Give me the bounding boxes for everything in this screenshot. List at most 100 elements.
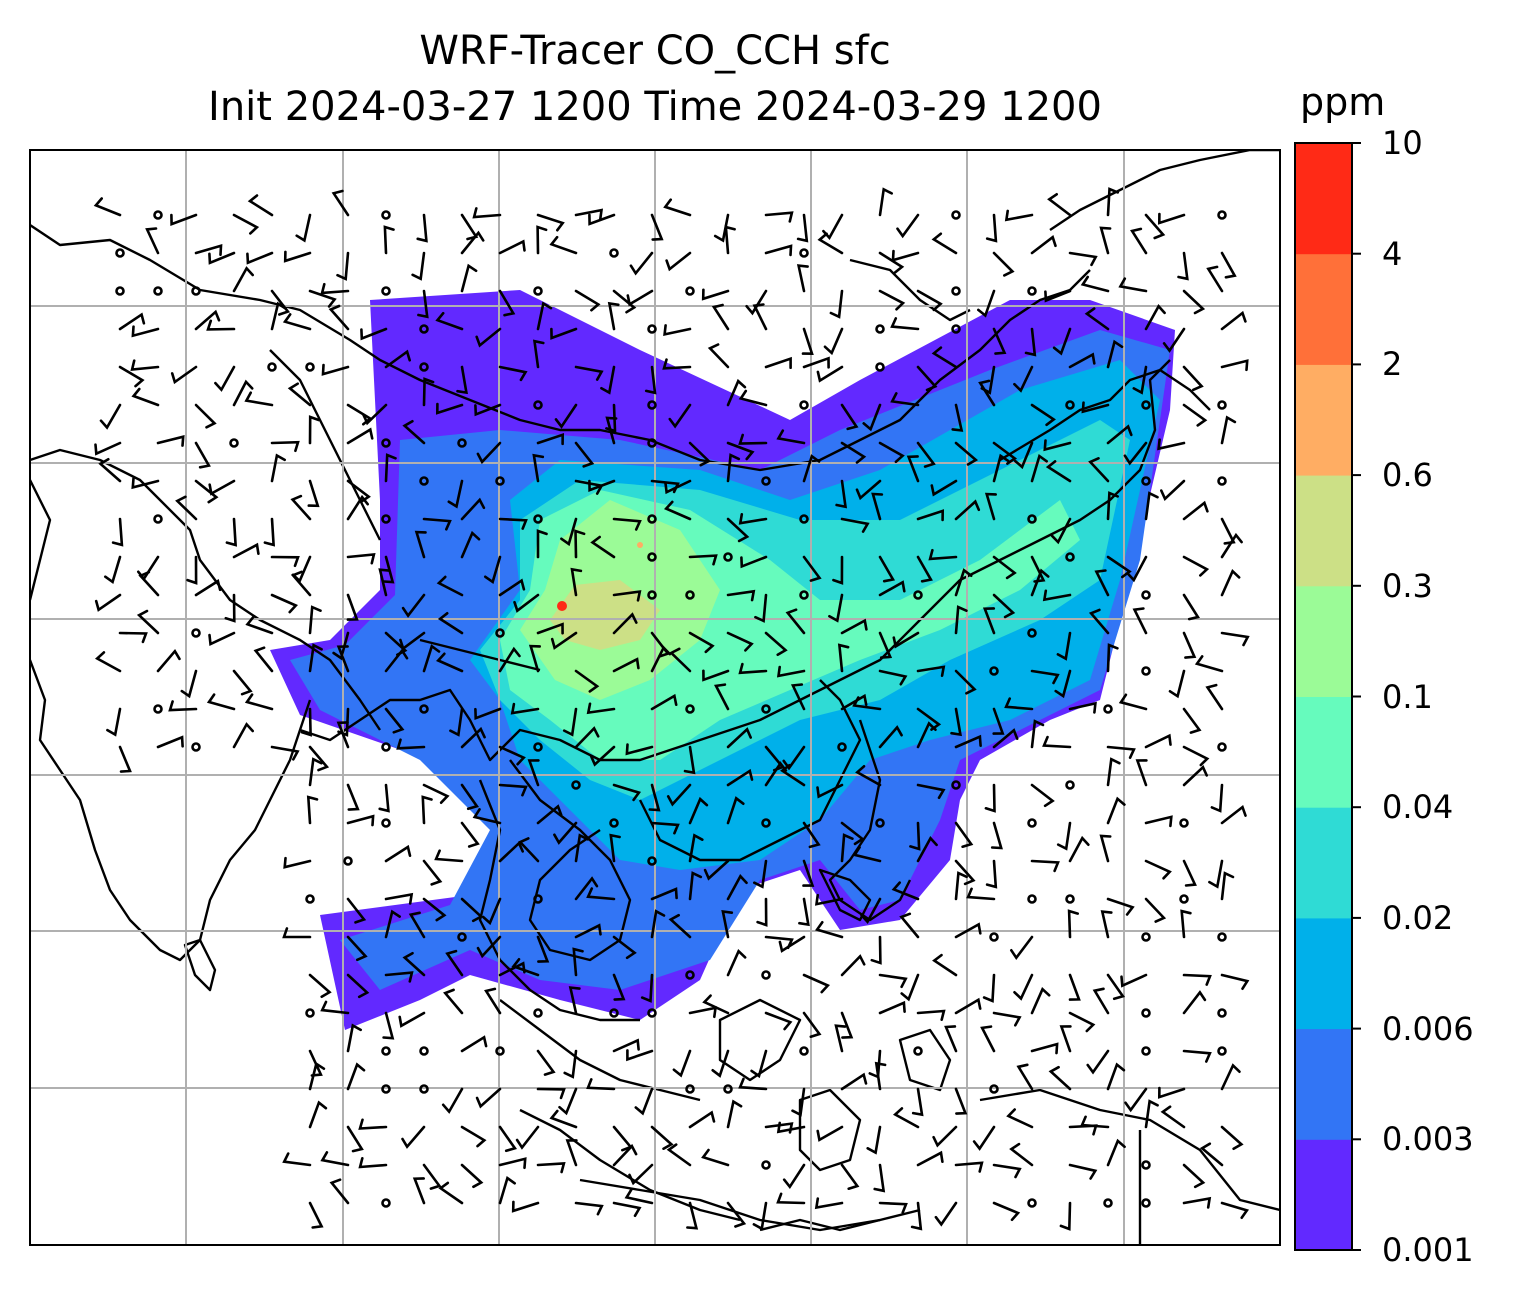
wind-barb (1106, 745, 1136, 759)
wind-barb (985, 213, 998, 243)
calm-wind-circle (153, 286, 163, 296)
wind-barb (1106, 757, 1121, 787)
wind-barb (984, 783, 996, 813)
wind-barb (726, 1201, 747, 1228)
wind-barb (476, 935, 502, 959)
wind-barb (662, 358, 692, 370)
wind-barb (434, 849, 464, 863)
wind-barb (536, 935, 550, 963)
wind-barb (1106, 897, 1135, 916)
calm-wind-circle (875, 362, 885, 372)
calm-wind-circle (609, 248, 619, 258)
wind-barb (980, 1025, 996, 1053)
wind-barb (1052, 327, 1072, 356)
wind-barb (992, 707, 1005, 735)
wind-barb (1056, 631, 1072, 661)
calm-wind-circle (1027, 514, 1037, 524)
wind-barb (558, 1087, 578, 1116)
wind-barb (1088, 457, 1110, 483)
calm-wind-circle (419, 1046, 429, 1056)
wind-barb (1004, 697, 1034, 711)
wind-barb (802, 1011, 822, 1038)
wind-barb (588, 213, 616, 226)
calm-wind-circle (1217, 932, 1227, 942)
calm-wind-circle (1065, 400, 1075, 410)
wind-barb (498, 646, 521, 673)
wind-barb (1042, 735, 1072, 749)
wind-barb (1130, 227, 1148, 255)
wind-barb (612, 289, 637, 314)
wind-barb (911, 1087, 924, 1117)
wind-barb (790, 683, 806, 711)
wind-barb (1182, 1163, 1206, 1189)
wind-barb (396, 738, 426, 750)
wind-barb (1059, 1201, 1072, 1231)
wind-barb (346, 1023, 362, 1053)
wind-barb (232, 669, 253, 696)
wind-barb (916, 441, 936, 468)
wind-barb (816, 783, 844, 799)
calm-wind-circle (609, 818, 619, 828)
wind-barb (1157, 1086, 1186, 1099)
wind-barb (992, 441, 1018, 465)
wind-barb (878, 725, 903, 749)
wind-barb (992, 555, 1017, 580)
calm-wind-circle (647, 590, 657, 600)
wind-barb (553, 821, 578, 845)
wind-barb (1068, 973, 1081, 1001)
wind-barb (954, 734, 982, 749)
wind-barb (663, 198, 692, 217)
wind-barb (916, 1150, 944, 1167)
wind-barb (574, 923, 602, 939)
wind-barb (308, 1049, 323, 1077)
wind-barb (436, 575, 464, 597)
wind-barb (625, 743, 654, 756)
calm-wind-circle (1141, 1198, 1151, 1208)
wind-barb (1168, 669, 1186, 699)
wind-barb (175, 495, 198, 521)
wind-barb (1182, 990, 1207, 1015)
wind-barb (816, 365, 844, 383)
wind-barb (590, 535, 616, 559)
wind-barb (1220, 532, 1243, 559)
wind-barb (688, 1006, 718, 1019)
calm-wind-circle (761, 1160, 771, 1170)
wind-barb (899, 912, 920, 939)
wind-barb (358, 1118, 388, 1130)
calm-wind-circle (1141, 1046, 1151, 1056)
wind-barb (384, 971, 414, 983)
wind-barb (978, 379, 996, 407)
wind-barb (136, 609, 160, 635)
wind-barb (1030, 568, 1050, 597)
wind-barb (916, 555, 933, 583)
wind-barb (1182, 707, 1202, 734)
wind-barb (1182, 555, 1210, 577)
calm-wind-circle (1141, 476, 1151, 486)
wind-barb (570, 567, 583, 597)
wind-barb (536, 1087, 566, 1100)
wind-barb (688, 441, 711, 467)
wind-barb (1059, 1025, 1072, 1053)
wind-barb (1206, 265, 1224, 293)
wind-barb (738, 1077, 768, 1091)
wind-barb (1068, 352, 1096, 369)
wind-barb (916, 289, 943, 312)
wind-barb (460, 530, 481, 559)
wind-barb (460, 213, 479, 241)
wind-barb (536, 529, 548, 559)
calm-wind-circle (1027, 818, 1037, 828)
calm-wind-circle (1027, 894, 1037, 904)
calm-wind-circle (533, 514, 543, 524)
wind-barb (331, 189, 350, 217)
calm-wind-circle (799, 1046, 809, 1056)
wind-barb (871, 492, 884, 521)
wind-barb (1157, 438, 1186, 451)
wind-barb (320, 1151, 350, 1167)
wind-barb (873, 1163, 886, 1193)
wind-barb (1160, 1105, 1186, 1129)
wind-barb (422, 517, 452, 531)
wind-barb (726, 517, 750, 543)
wind-barb (402, 951, 426, 977)
colorbar-segment (1295, 475, 1352, 587)
wind-barb (1220, 1201, 1250, 1219)
